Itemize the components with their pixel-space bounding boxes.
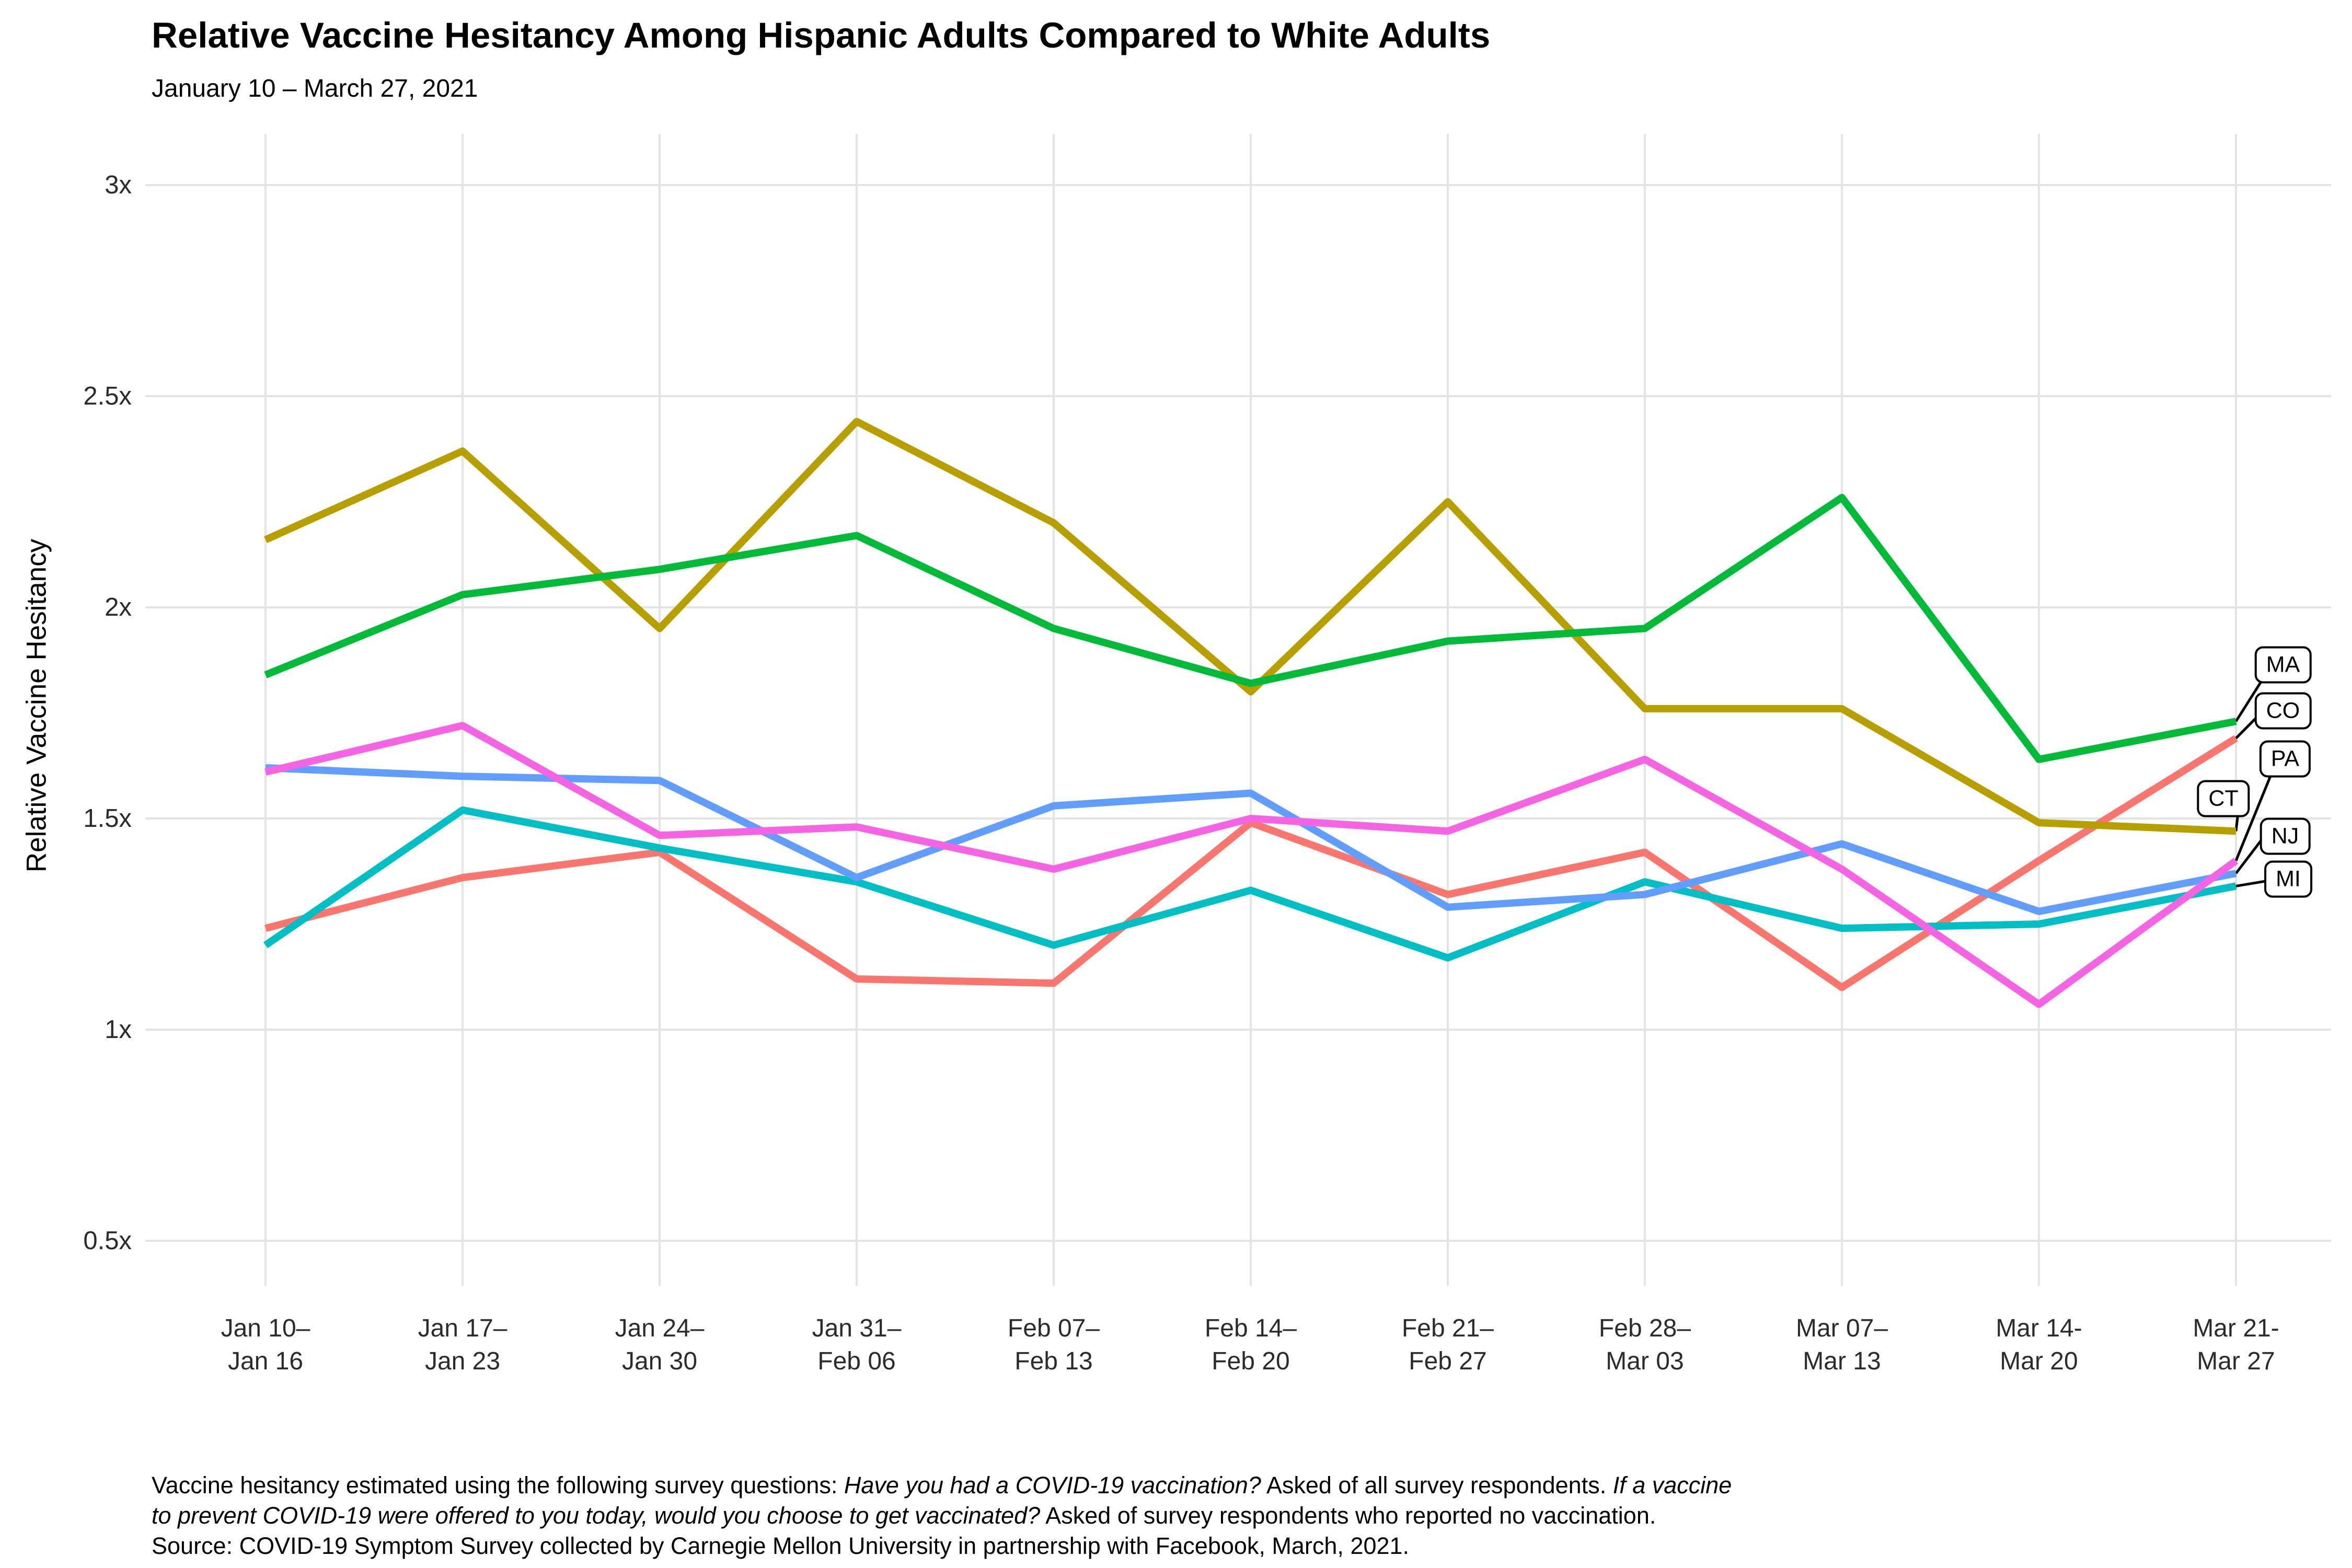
x-tick-label: Jan 10– Jan 16 (221, 1315, 310, 1375)
series-line-ct (264, 418, 2236, 835)
chart-title: Relative Vaccine Hesitancy Among Hispani… (152, 15, 1491, 55)
caption-italic-segment: to prevent COVID-19 were offered to you … (152, 1502, 1041, 1529)
x-tick-label: Mar 07– Mar 13 (1795, 1315, 1888, 1375)
caption-line-2: to prevent COVID-19 were offered to you … (152, 1502, 1656, 1529)
x-tick-label: Jan 24– Jan 30 (615, 1315, 705, 1375)
x-tick-label: Feb 28– Mar 03 (1598, 1315, 1691, 1375)
leader-line-nj (2235, 839, 2262, 874)
x-tick-label: Feb 07– Feb 13 (1007, 1315, 1100, 1375)
leader-line-ma (2234, 677, 2265, 722)
series-label-mi: MI (2264, 860, 2312, 898)
y-tick-label: 2.5x (83, 382, 132, 410)
y-tick-label: 1.5x (83, 804, 132, 833)
caption-text-segment: Vaccine hesitancy estimated using the fo… (152, 1472, 844, 1498)
caption-italic-segment: If a vaccine (1612, 1472, 1732, 1498)
caption-italic-segment: Have you had a COVID-19 vaccination? (844, 1472, 1261, 1498)
x-tick-label: Mar 14- Mar 20 (1996, 1315, 2082, 1375)
chart-subtitle: January 10 – March 27, 2021 (152, 75, 478, 102)
caption-text-segment: Source: COVID-19 Symptom Survey collecte… (152, 1532, 1410, 1559)
series-line-mi (263, 806, 2237, 962)
y-tick-label: 3x (105, 171, 132, 199)
leader-line-pa (2234, 773, 2273, 861)
series-line-pa (264, 722, 2239, 1008)
series-label-ct: CT (2197, 780, 2250, 817)
series-line-ma (264, 493, 2237, 763)
series-label-co: CO (2254, 692, 2312, 730)
x-tick-label: Jan 31– Feb 06 (812, 1315, 902, 1375)
y-tick-label: 1x (105, 1016, 132, 1044)
caption-text-segment: Asked of all survey respondents. (1261, 1472, 1613, 1498)
caption-line-1: Vaccine hesitancy estimated using the fo… (152, 1472, 1732, 1499)
x-tick-label: Mar 21- Mar 27 (2193, 1315, 2279, 1375)
y-tick-label: 2x (105, 593, 132, 621)
series-label-pa: PA (2259, 740, 2311, 778)
x-tick-label: Feb 21– Feb 27 (1401, 1315, 1494, 1375)
series-label-nj: NJ (2259, 817, 2311, 855)
x-tick-label: Feb 14– Feb 20 (1204, 1315, 1297, 1375)
series-line-nj (265, 764, 2237, 915)
leader-line-mi (2235, 880, 2266, 887)
series-label-ma: MA (2254, 646, 2312, 684)
caption-line-3: Source: COVID-19 Symptom Survey collecte… (152, 1532, 1409, 1560)
caption-text-segment: Asked of survey respondents who reported… (1040, 1502, 1656, 1529)
y-tick-label: 0.5x (83, 1227, 132, 1255)
series-line-co (264, 735, 2238, 991)
x-tick-label: Jan 17– Jan 23 (418, 1315, 508, 1375)
